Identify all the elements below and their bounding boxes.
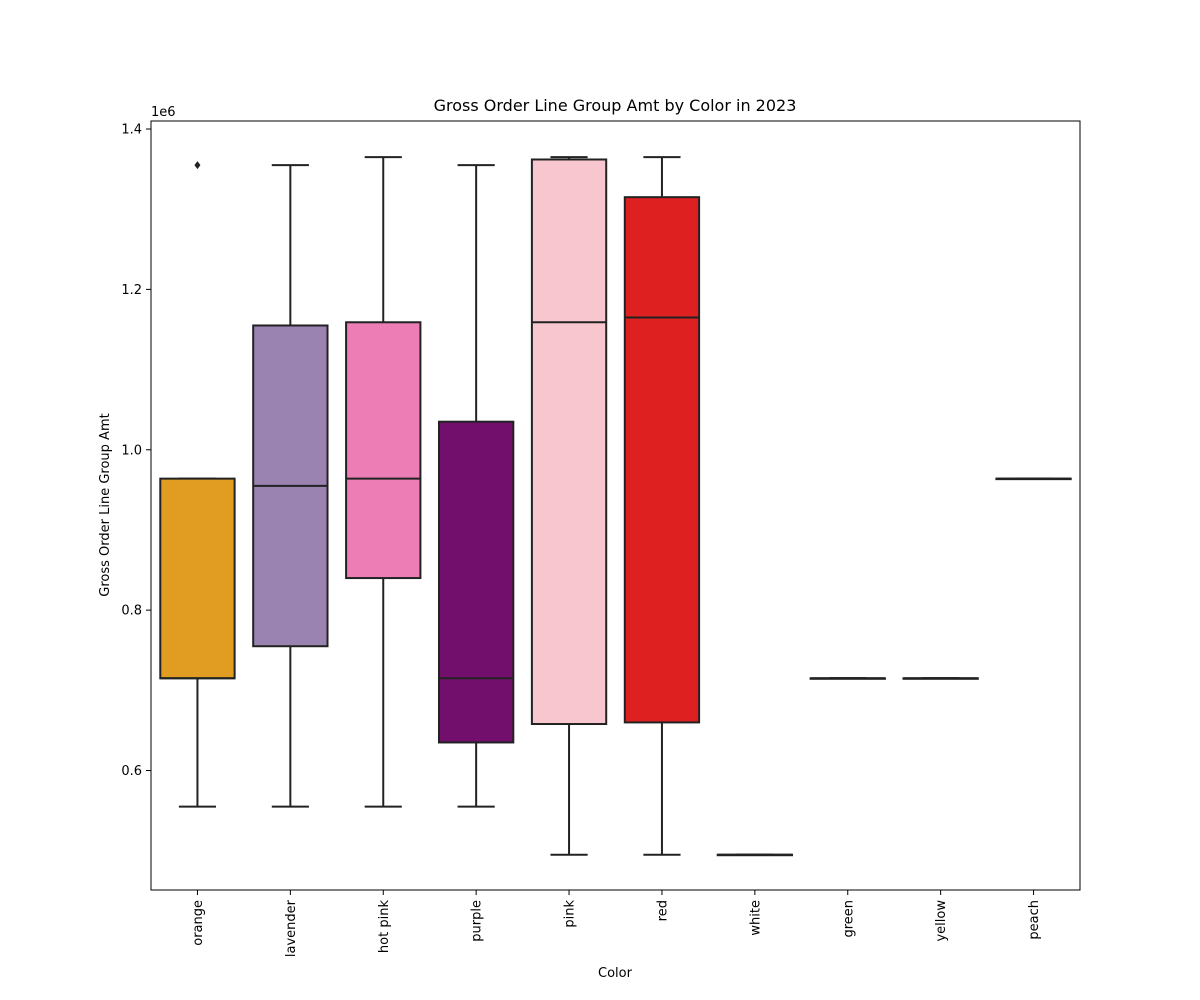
x-tick-label: green [841, 900, 856, 938]
y-axis: 0.6 0.8 1.0 1.2 1.4 [121, 123, 151, 779]
box-body [437, 420, 515, 744]
box-green [809, 677, 886, 680]
box-white [716, 853, 794, 857]
box-yellow [902, 677, 979, 680]
box-peach [995, 477, 1072, 481]
outlier-point [194, 161, 201, 170]
plot-frame [150, 120, 1081, 891]
x-axis-label: Color [598, 966, 633, 981]
box-body [345, 321, 422, 580]
x-tick-label: orange [191, 900, 206, 946]
y-tick-label: 1.2 [121, 283, 142, 298]
y-axis-multiplier: 1e6 [151, 105, 176, 120]
y-tick-label: 1.4 [121, 123, 142, 138]
box-body [530, 158, 608, 726]
x-axis: orange lavender hot pink purple pink red white… [191, 890, 1042, 957]
x-tick-label: white [748, 900, 763, 936]
box-hot-pink [345, 156, 422, 808]
y-tick-label: 0.8 [121, 604, 142, 619]
box-lavender [252, 164, 329, 808]
box-pink [530, 156, 608, 856]
x-tick-label: yellow [934, 900, 949, 942]
y-axis-label: Gross Order Line Group Amt [98, 413, 113, 596]
box-body [623, 196, 701, 724]
plot-area [159, 156, 1072, 857]
box-orange [159, 161, 236, 808]
x-tick-label: purple [470, 900, 485, 942]
chart-title: Gross Order Line Group Amt by Color in 2… [434, 96, 797, 115]
box-purple [437, 164, 515, 808]
x-tick-label: red [655, 900, 670, 921]
y-tick-label: 0.6 [121, 764, 142, 779]
box-body [159, 477, 236, 680]
x-tick-label: pink [563, 900, 578, 928]
x-tick-label: peach [1027, 900, 1042, 940]
x-tick-label: hot pink [377, 900, 392, 954]
x-tick-label: lavender [284, 899, 299, 957]
y-tick-label: 1.0 [121, 443, 142, 458]
box-red [623, 156, 701, 856]
